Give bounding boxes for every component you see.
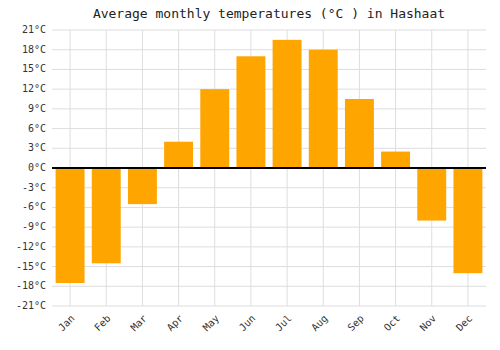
bar xyxy=(164,142,193,168)
bar xyxy=(309,50,338,168)
bars xyxy=(56,40,483,283)
y-grid-line xyxy=(52,49,486,50)
y-tick-label: 3°C xyxy=(28,142,46,153)
x-tick-label: May xyxy=(201,313,222,334)
y-tick-label: 12°C xyxy=(22,83,46,94)
y-tick-label: -21°C xyxy=(16,300,46,311)
y-tick-label: 6°C xyxy=(28,123,46,134)
x-tick-label: Feb xyxy=(92,313,113,334)
bar xyxy=(381,152,410,168)
x-tick-label: Oct xyxy=(382,313,403,334)
title: Average monthly temperatures (°C ) in Ha… xyxy=(93,6,445,21)
chart-container: -21°C -18°C -15°C -12°C -9°C -6°C -3°C 0°C 3°C 6°… xyxy=(0,0,500,350)
x-tick-label: Mar xyxy=(128,313,149,334)
bar xyxy=(236,56,265,168)
y-tick-label: 9°C xyxy=(28,103,46,114)
y-tick-label: -3°C xyxy=(22,182,46,193)
y-grid-line xyxy=(52,168,486,169)
bar xyxy=(453,168,482,273)
y-tick-label: 18°C xyxy=(22,44,46,55)
y-grid-line xyxy=(52,286,486,287)
y-grid-line xyxy=(52,108,486,109)
y-tick-label: 0°C xyxy=(28,162,46,173)
x-tick-label: Nov xyxy=(418,313,439,334)
bar xyxy=(345,99,374,168)
grid xyxy=(52,30,486,306)
y-tick-label: -6°C xyxy=(22,201,46,212)
x-tick-label: Dec xyxy=(454,313,475,334)
x-tick-label: Jul xyxy=(273,313,294,334)
y-tick-label: -9°C xyxy=(22,221,46,232)
bar xyxy=(200,89,229,168)
y-tick-label: 15°C xyxy=(22,63,46,74)
y-grid-line xyxy=(52,69,486,70)
x-tick-label: Aug xyxy=(309,313,330,334)
y-grid-line xyxy=(52,128,486,129)
y-tick-label: -18°C xyxy=(16,280,46,291)
y-tick-label: -12°C xyxy=(16,241,46,252)
axes: -21°C -18°C -15°C -12°C -9°C -6°C -3°C 0°C 3°C 6°… xyxy=(16,24,475,333)
bar xyxy=(417,168,446,221)
y-grid-line xyxy=(52,89,486,90)
y-tick-label: 21°C xyxy=(22,24,46,35)
y-grid-line xyxy=(52,266,486,267)
bar xyxy=(56,168,85,283)
bar xyxy=(273,40,302,168)
x-tick-label: Apr xyxy=(165,313,186,334)
y-grid-line xyxy=(52,30,486,31)
y-grid-line xyxy=(52,148,486,149)
bar xyxy=(128,168,157,204)
x-tick-label: Sep xyxy=(345,313,366,334)
y-tick-label: -15°C xyxy=(16,261,46,272)
x-tick-label: Jan xyxy=(56,313,77,334)
zero-line xyxy=(52,167,486,169)
y-grid-line xyxy=(52,306,486,307)
bar xyxy=(92,168,121,263)
chart: -21°C -18°C -15°C -12°C -9°C -6°C -3°C 0°C 3°C 6°… xyxy=(0,0,500,350)
x-tick-label: Jun xyxy=(237,313,258,334)
